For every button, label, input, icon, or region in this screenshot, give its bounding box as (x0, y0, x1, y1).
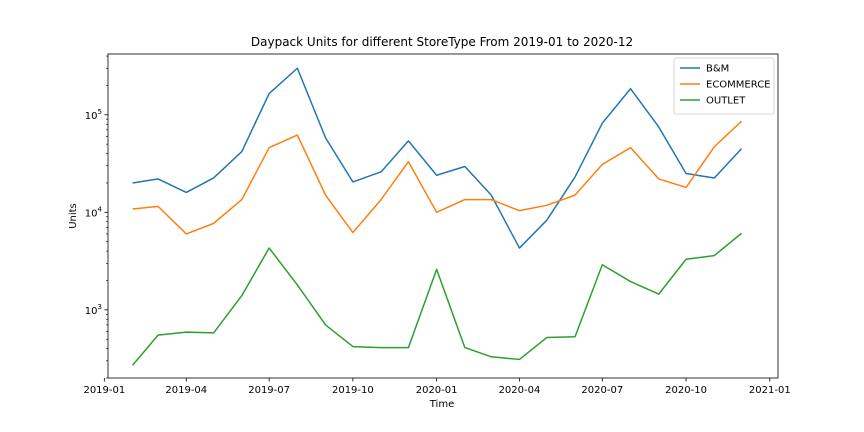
y-tick-label: 105 (85, 108, 102, 122)
series-line-outlet (132, 232, 743, 366)
x-tick-label: 2020-10 (665, 385, 707, 396)
x-tick-label: 2019-01 (83, 385, 125, 396)
legend-label: OUTLET (706, 96, 746, 107)
plot-frame (107, 53, 779, 379)
y-axis-label: Units (68, 203, 79, 229)
x-tick-label: 2020-07 (581, 385, 623, 396)
series-line-ecommerce (132, 120, 743, 235)
series-line-b-m (132, 67, 743, 249)
legend: B&M ECOMMERCE OUTLET (673, 57, 775, 115)
plot-area: 2019-01 2019-04 2019-07 2019-10 2020-01 2020-… (83, 53, 791, 396)
x-tick-label: 2019-04 (165, 385, 207, 396)
x-tick-label: 2020-01 (416, 385, 458, 396)
y-tick-label: 104 (85, 205, 103, 219)
x-axis-label: Time (429, 399, 454, 410)
legend-label: ECOMMERCE (706, 80, 771, 91)
legend-label: B&M (706, 64, 729, 75)
y-tick-label: 103 (85, 303, 102, 317)
x-tick-label: 2019-07 (248, 385, 290, 396)
x-tick-label: 2021-01 (749, 385, 791, 396)
chart-title: Daypack Units for different StoreType Fr… (251, 35, 633, 49)
x-tick-label: 2019-10 (332, 385, 374, 396)
x-tick-label: 2020-04 (499, 385, 541, 396)
